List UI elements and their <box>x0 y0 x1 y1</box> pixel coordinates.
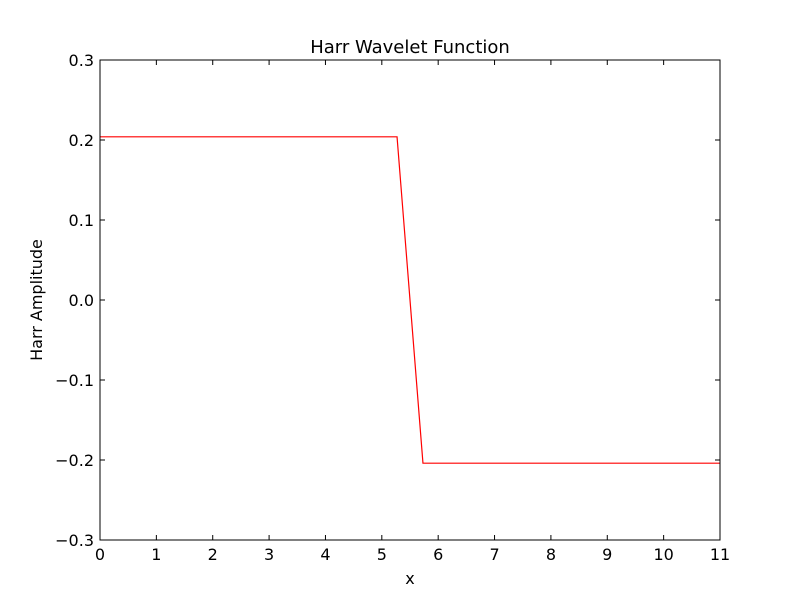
x-tick-label: 4 <box>320 545 330 564</box>
x-tick-label: 6 <box>433 545 443 564</box>
x-tick-label: 10 <box>653 545 673 564</box>
y-tick-label: −0.2 <box>55 451 94 470</box>
x-tick-label: 3 <box>264 545 274 564</box>
x-tick-label: 7 <box>489 545 499 564</box>
x-tick-label: 1 <box>151 545 161 564</box>
axis-ticks: 0 1 2 3 4 5 6 7 8 9 10 11 −0.3 −0.2 −0.1 0.0 0.1 0.2 0.3 <box>55 51 730 564</box>
x-tick-label: 2 <box>208 545 218 564</box>
y-axis-label: Harr Amplitude <box>27 239 46 361</box>
y-tick-label: 0.1 <box>69 211 94 230</box>
chart-title: Harr Wavelet Function <box>310 37 510 58</box>
y-tick-label: 0.3 <box>69 51 94 70</box>
plot-area <box>100 136 720 464</box>
x-axis-label: x <box>405 569 414 588</box>
x-tick-label: 0 <box>95 545 105 564</box>
y-tick-label: 0.2 <box>69 131 94 150</box>
x-tick-label: 9 <box>602 545 612 564</box>
x-tick-label: 8 <box>546 545 556 564</box>
y-tick-label: −0.3 <box>55 531 94 550</box>
plot-frame <box>99 59 721 541</box>
series-line <box>100 136 720 464</box>
x-tick-label: 5 <box>377 545 387 564</box>
x-tick-label: 11 <box>710 545 730 564</box>
y-tick-label: −0.1 <box>55 371 94 390</box>
y-tick-label: 0.0 <box>69 291 94 310</box>
